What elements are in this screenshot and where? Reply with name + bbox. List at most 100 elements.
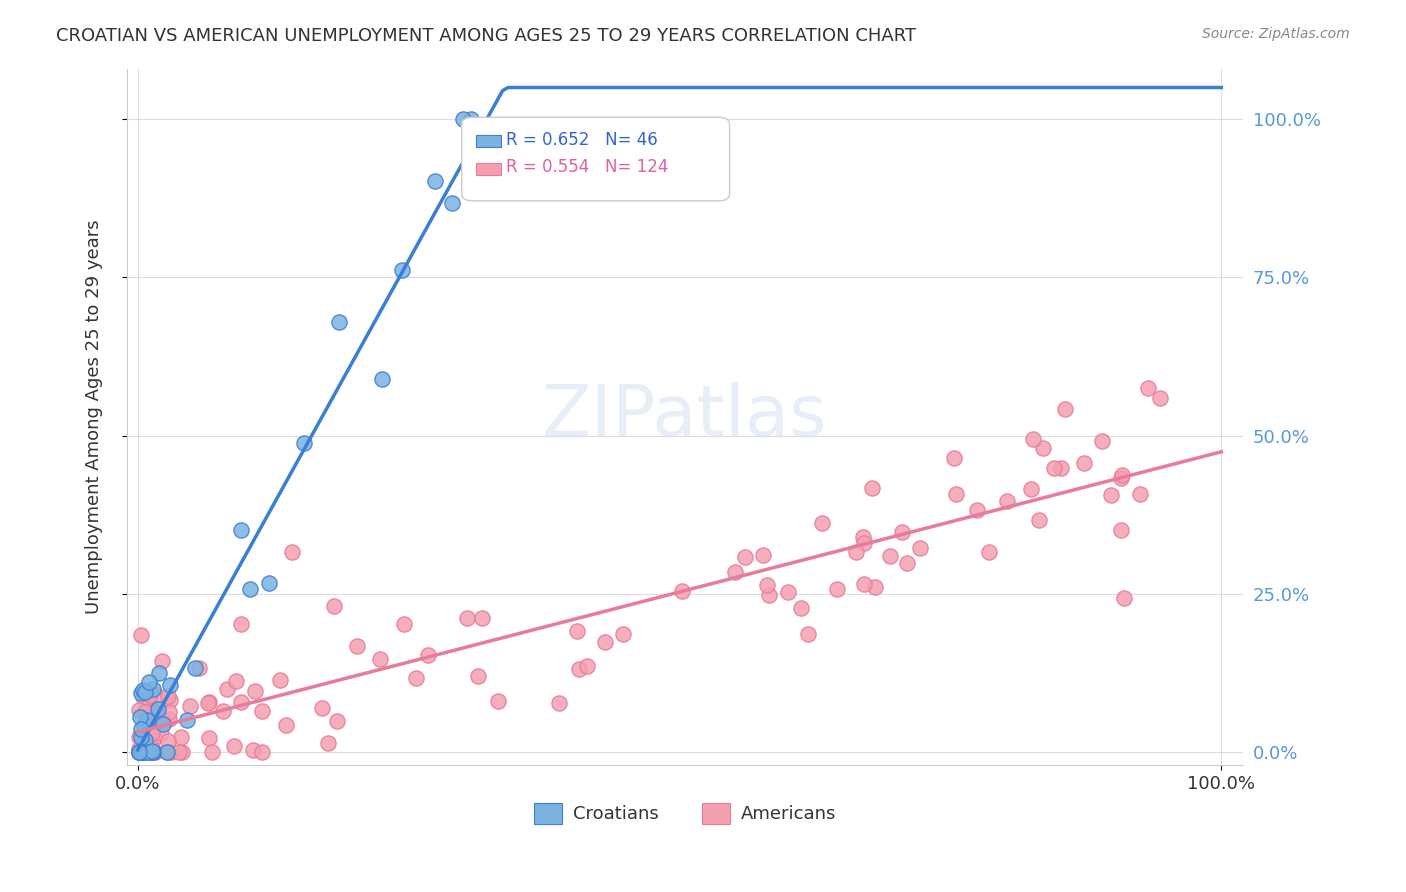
Point xyxy=(908,541,931,555)
Point xyxy=(231,617,253,632)
Point xyxy=(170,746,193,760)
Point xyxy=(179,699,201,714)
Point xyxy=(129,745,152,759)
Point xyxy=(142,745,165,759)
Point xyxy=(131,745,153,759)
Point xyxy=(966,503,988,517)
Point xyxy=(326,714,349,729)
Point xyxy=(890,524,912,539)
Point xyxy=(328,315,350,329)
Text: R = 0.652   N= 46: R = 0.652 N= 46 xyxy=(506,130,658,149)
Point xyxy=(141,726,163,740)
Point xyxy=(548,697,571,711)
Point xyxy=(128,745,150,759)
Point xyxy=(215,681,238,696)
Point xyxy=(134,705,156,719)
Point xyxy=(128,745,150,759)
Point xyxy=(197,696,219,710)
Text: Source: ZipAtlas.com: Source: ZipAtlas.com xyxy=(1202,27,1350,41)
Point xyxy=(129,686,152,700)
Point xyxy=(176,713,198,727)
Point xyxy=(152,717,174,731)
Point xyxy=(142,704,165,718)
Bar xyxy=(477,135,501,147)
Point xyxy=(129,710,152,724)
Point xyxy=(229,694,252,708)
Point xyxy=(136,713,159,727)
Point xyxy=(138,739,160,754)
Point xyxy=(316,736,339,750)
Point xyxy=(138,708,160,723)
Text: Croatians: Croatians xyxy=(574,805,659,822)
Point xyxy=(1111,467,1133,482)
Point xyxy=(131,746,153,760)
Point xyxy=(156,745,179,759)
Point xyxy=(157,712,180,726)
Text: R = 0.554   N= 124: R = 0.554 N= 124 xyxy=(506,159,669,177)
Point xyxy=(149,726,172,740)
Point xyxy=(257,576,280,591)
Point xyxy=(292,436,315,450)
Point xyxy=(1109,471,1132,485)
Point xyxy=(128,731,150,745)
Point xyxy=(150,654,173,668)
Point xyxy=(827,582,849,596)
Text: CROATIAN VS AMERICAN UNEMPLOYMENT AMONG AGES 25 TO 29 YEARS CORRELATION CHART: CROATIAN VS AMERICAN UNEMPLOYMENT AMONG … xyxy=(56,27,917,45)
Point xyxy=(405,671,427,685)
Bar xyxy=(477,162,501,175)
Point xyxy=(252,704,274,718)
Point xyxy=(183,661,205,675)
Point xyxy=(1049,460,1071,475)
Point xyxy=(671,583,693,598)
Point xyxy=(1028,513,1050,527)
Point xyxy=(1114,591,1136,605)
Point xyxy=(138,746,160,760)
Point xyxy=(142,681,165,696)
Point xyxy=(865,580,887,594)
Point xyxy=(143,731,166,746)
Point xyxy=(945,487,967,501)
Point xyxy=(128,746,150,760)
Point xyxy=(943,451,966,466)
Point xyxy=(1109,523,1132,537)
Point xyxy=(132,746,155,760)
Point xyxy=(131,723,153,737)
Point xyxy=(159,693,181,707)
Point xyxy=(1129,487,1152,501)
Point xyxy=(139,698,162,712)
Point xyxy=(132,717,155,731)
Point xyxy=(734,550,756,565)
Point xyxy=(150,712,173,726)
Point xyxy=(1054,402,1077,417)
Point xyxy=(134,685,156,699)
Point xyxy=(156,689,179,703)
Point xyxy=(134,732,156,747)
Point xyxy=(852,576,875,591)
Point xyxy=(143,720,166,734)
Point xyxy=(170,730,193,744)
Point xyxy=(565,624,588,639)
Point xyxy=(198,695,221,709)
Point xyxy=(1149,391,1171,405)
Text: Americans: Americans xyxy=(741,805,837,822)
Point xyxy=(269,673,291,687)
Point xyxy=(323,599,346,613)
Point xyxy=(368,652,391,666)
Point xyxy=(593,635,616,649)
Point xyxy=(156,746,179,760)
Point xyxy=(141,740,163,755)
Point xyxy=(1136,381,1159,395)
Point xyxy=(198,731,221,745)
Bar xyxy=(534,804,562,824)
Point xyxy=(160,746,183,760)
Point xyxy=(148,666,170,681)
Point xyxy=(157,746,180,760)
Point xyxy=(129,746,152,760)
Point xyxy=(392,617,415,632)
Point xyxy=(145,688,167,702)
Point xyxy=(758,588,780,602)
Point xyxy=(723,565,745,579)
Point xyxy=(464,157,486,171)
Point xyxy=(995,494,1018,508)
Point xyxy=(1032,442,1054,456)
